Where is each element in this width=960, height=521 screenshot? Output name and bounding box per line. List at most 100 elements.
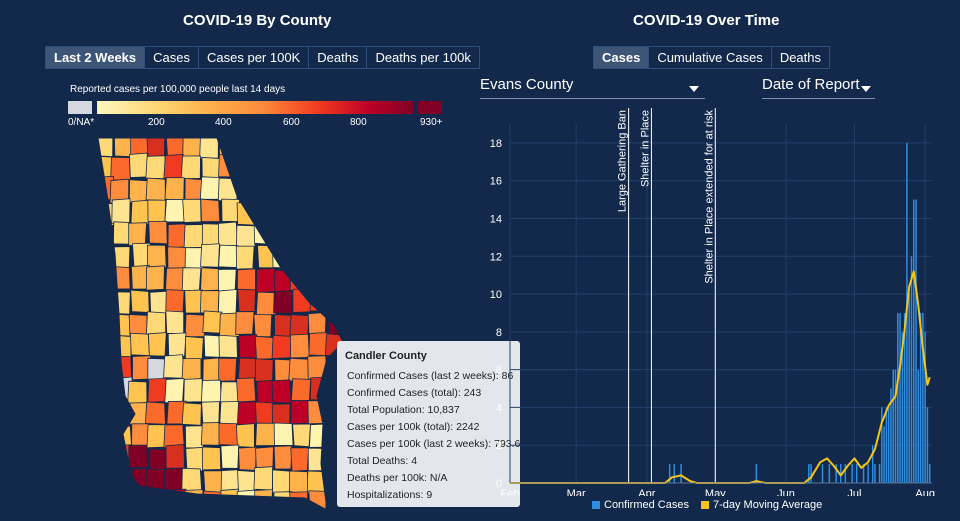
county-shape[interactable]: [112, 424, 133, 448]
confirmed-case-bar[interactable]: [668, 464, 671, 483]
county-shape[interactable]: [289, 268, 310, 292]
county-shape[interactable]: [217, 221, 239, 247]
county-shape[interactable]: [274, 358, 293, 383]
tab-deaths[interactable]: Deaths: [309, 47, 368, 68]
county-shape[interactable]: [201, 446, 222, 471]
county-shape[interactable]: [254, 134, 274, 157]
county-shape[interactable]: [127, 380, 148, 404]
county-shape[interactable]: [95, 467, 115, 493]
county-shape[interactable]: [202, 357, 222, 383]
county-shape[interactable]: [290, 378, 312, 402]
county-shape[interactable]: [167, 223, 187, 249]
county-shape[interactable]: [95, 222, 113, 247]
county-shape[interactable]: [165, 267, 185, 291]
county-shape[interactable]: [184, 313, 206, 337]
county-shape[interactable]: [148, 220, 168, 245]
confirmed-case-bar[interactable]: [878, 464, 881, 483]
confirmed-case-bar[interactable]: [851, 464, 853, 483]
county-shape[interactable]: [111, 291, 131, 315]
county-shape[interactable]: [111, 489, 131, 514]
county-shape[interactable]: [199, 290, 220, 314]
county-shape[interactable]: [236, 489, 257, 514]
county-shape[interactable]: [200, 243, 220, 268]
county-shape[interactable]: [149, 290, 169, 316]
county-shape[interactable]: [289, 470, 310, 495]
county-shape[interactable]: [218, 357, 238, 382]
county-shape[interactable]: [199, 176, 222, 200]
county-shape[interactable]: [128, 444, 149, 468]
county-shape[interactable]: [253, 313, 273, 338]
county-shape[interactable]: [145, 265, 165, 291]
county-shape[interactable]: [200, 379, 222, 404]
georgia-county-map[interactable]: [95, 134, 395, 514]
county-shape[interactable]: [130, 134, 150, 156]
county-shape[interactable]: [272, 201, 292, 226]
county-shape[interactable]: [326, 134, 345, 158]
county-shape[interactable]: [327, 311, 346, 336]
county-shape[interactable]: [218, 152, 238, 178]
county-shape[interactable]: [111, 198, 131, 224]
county-shape[interactable]: [128, 222, 147, 246]
county-shape[interactable]: [182, 134, 203, 157]
county-shape[interactable]: [96, 289, 115, 314]
county-shape[interactable]: [273, 445, 293, 470]
county-shape[interactable]: [309, 423, 329, 448]
confirmed-case-bar[interactable]: [887, 407, 890, 483]
confirmed-case-bar[interactable]: [899, 312, 901, 483]
county-shape[interactable]: [147, 199, 167, 224]
county-shape[interactable]: [130, 289, 150, 313]
county-shape[interactable]: [183, 378, 203, 403]
county-shape[interactable]: [95, 381, 115, 405]
county-shape[interactable]: [110, 266, 131, 290]
county-shape[interactable]: [129, 332, 150, 356]
county-shape[interactable]: [180, 155, 201, 180]
county-shape[interactable]: [220, 444, 240, 469]
confirmed-case-bar[interactable]: [855, 464, 858, 483]
county-shape[interactable]: [236, 377, 257, 403]
county-shape[interactable]: [272, 157, 292, 182]
confirmed-case-bar[interactable]: [871, 445, 874, 483]
confirmed-case-bar[interactable]: [810, 464, 812, 483]
county-shape[interactable]: [201, 223, 221, 247]
county-shape[interactable]: [201, 156, 221, 181]
county-shape[interactable]: [182, 198, 202, 223]
county-shape[interactable]: [292, 423, 311, 448]
county-shape[interactable]: [308, 200, 328, 224]
county-shape[interactable]: [145, 401, 166, 425]
confirmed-case-bar[interactable]: [892, 369, 894, 483]
county-shape[interactable]: [181, 267, 202, 292]
county-shape[interactable]: [146, 492, 168, 514]
county-shape[interactable]: [164, 378, 185, 404]
county-shape[interactable]: [273, 491, 293, 514]
county-shape[interactable]: [254, 197, 273, 223]
confirmed-case-bar[interactable]: [755, 464, 758, 483]
county-shape[interactable]: [272, 469, 291, 494]
county-shape[interactable]: [307, 447, 327, 472]
confirmed-case-bar[interactable]: [901, 331, 904, 483]
county-shape[interactable]: [165, 289, 185, 313]
county-shape[interactable]: [289, 197, 310, 223]
confirmed-case-bar[interactable]: [867, 464, 869, 483]
confirmed-case-bar[interactable]: [840, 464, 842, 483]
confirmed-case-bar[interactable]: [885, 407, 888, 483]
county-shape[interactable]: [148, 332, 167, 357]
county-shape[interactable]: [272, 244, 292, 269]
county-shape[interactable]: [145, 311, 167, 335]
county-shape[interactable]: [237, 288, 256, 312]
county-shape[interactable]: [307, 355, 328, 380]
confirmed-case-bar[interactable]: [919, 312, 922, 483]
county-shape[interactable]: [253, 176, 275, 201]
confirmed-case-bar[interactable]: [828, 464, 831, 483]
county-shape[interactable]: [165, 443, 185, 469]
confirmed-case-bar[interactable]: [903, 312, 906, 483]
confirmed-case-bar[interactable]: [680, 464, 682, 483]
county-shape[interactable]: [164, 177, 185, 201]
county-shape[interactable]: [130, 199, 151, 225]
confirmed-case-bar[interactable]: [808, 464, 810, 483]
county-shape[interactable]: [325, 269, 344, 293]
county-shape[interactable]: [218, 334, 238, 358]
county-shape[interactable]: [167, 332, 187, 357]
county-shape[interactable]: [235, 134, 256, 157]
county-shape[interactable]: [291, 135, 312, 158]
county-shape[interactable]: [95, 134, 114, 158]
